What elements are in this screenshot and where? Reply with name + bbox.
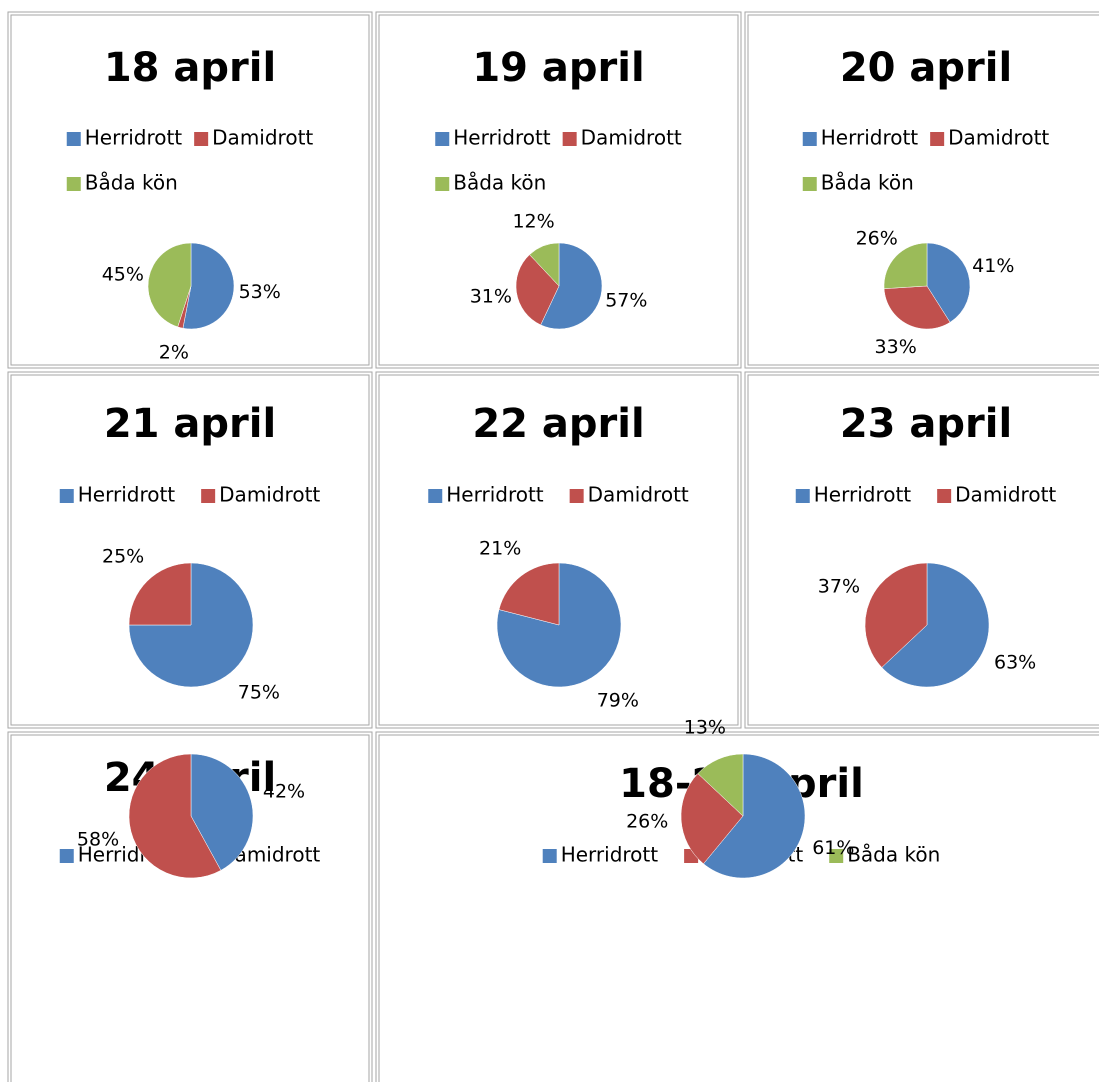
cell-border xyxy=(7,11,373,369)
legend-marker xyxy=(930,132,945,146)
legend-label: Herridrott xyxy=(821,126,919,150)
data-label: 2% xyxy=(159,341,189,363)
cell-border-inner xyxy=(747,374,1099,726)
legend-label: Herridrott xyxy=(78,483,176,507)
legend-label: Damidrott xyxy=(955,483,1056,507)
legend-marker xyxy=(542,849,557,863)
pie-slice xyxy=(883,285,951,330)
legend-label: Båda kön xyxy=(821,171,914,195)
data-label: 13% xyxy=(684,716,726,738)
cell-border-inner xyxy=(747,14,1099,366)
cell-border-inner xyxy=(378,374,739,726)
legend-label: Herridrott xyxy=(814,483,912,507)
pie-slice xyxy=(498,562,560,626)
cell-border xyxy=(375,11,742,369)
legend-label: Båda kön xyxy=(453,171,546,195)
data-label: 33% xyxy=(875,336,917,358)
legend-marker xyxy=(562,132,577,146)
data-label: 57% xyxy=(605,290,647,312)
pie-slice xyxy=(147,242,192,328)
legend-label: Damidrott xyxy=(948,126,1049,150)
pie-slice xyxy=(697,753,744,817)
legend-label: Båda kön xyxy=(847,843,940,867)
cell-border xyxy=(375,371,742,729)
legend-marker xyxy=(428,489,443,503)
legend-marker xyxy=(795,489,810,503)
pie-slice xyxy=(703,753,806,879)
chart-title: 20 april xyxy=(840,45,1012,91)
legend-label: Herridrott xyxy=(453,126,551,150)
legend-label: Herridrott xyxy=(561,843,659,867)
legend-marker xyxy=(802,132,817,146)
legend-marker xyxy=(435,132,450,146)
pie-slice xyxy=(540,242,603,330)
pie-slice xyxy=(881,562,990,688)
legend-marker xyxy=(59,489,74,503)
legend-label: Herridrott xyxy=(85,126,183,150)
pie-slice xyxy=(883,242,928,289)
data-label: 58% xyxy=(77,828,119,850)
legend-label: Herridrott xyxy=(446,483,544,507)
legend-label: Båda kön xyxy=(85,171,178,195)
pie-slice xyxy=(128,753,222,879)
pie-slice xyxy=(680,773,744,865)
pie-slice xyxy=(864,562,928,668)
legend-marker xyxy=(194,132,209,146)
cell-border-inner xyxy=(10,734,370,1082)
data-label: 45% xyxy=(102,264,144,286)
legend-marker xyxy=(59,849,74,863)
cell-border-inner xyxy=(378,734,1099,1082)
data-label: 63% xyxy=(994,652,1036,674)
data-label: 41% xyxy=(972,255,1014,277)
cell-border xyxy=(7,371,373,729)
cell-border-inner xyxy=(10,14,370,366)
pie-slice xyxy=(128,562,192,626)
legend-marker xyxy=(66,177,81,191)
data-label: 25% xyxy=(102,546,144,568)
cell-border xyxy=(744,371,1099,729)
cell-border xyxy=(744,11,1099,369)
data-label: 53% xyxy=(239,281,281,303)
legend-marker xyxy=(937,489,952,503)
data-label: 42% xyxy=(263,781,305,803)
chart-title: 23 april xyxy=(840,401,1012,447)
data-label: 26% xyxy=(626,811,668,833)
legend-marker xyxy=(802,177,817,191)
legend-marker xyxy=(66,132,81,146)
chart-title: 22 april xyxy=(472,401,644,447)
legend-label: Damidrott xyxy=(581,126,682,150)
chart-title: 18 april xyxy=(104,45,276,91)
data-label: 79% xyxy=(597,689,639,711)
legend-label: Damidrott xyxy=(219,483,320,507)
legend-marker xyxy=(435,177,450,191)
chart-title: 19 april xyxy=(472,45,644,91)
data-label: 12% xyxy=(512,210,554,232)
cell-border xyxy=(375,731,1099,1082)
data-label: 75% xyxy=(238,681,280,703)
data-label: 21% xyxy=(479,538,521,560)
pie-slice xyxy=(529,242,560,287)
legend-marker xyxy=(201,489,216,503)
data-label: 31% xyxy=(470,285,512,307)
legend-label: Damidrott xyxy=(212,126,313,150)
chart-title: 21 april xyxy=(104,401,276,447)
pie-slice xyxy=(190,753,254,871)
pie-slice xyxy=(182,242,235,330)
cell-border-inner xyxy=(10,374,370,726)
legend-label: Damidrott xyxy=(588,483,689,507)
data-label: 26% xyxy=(856,227,898,249)
cell-border-inner xyxy=(378,14,739,366)
data-label: 61% xyxy=(812,837,854,859)
data-label: 37% xyxy=(818,575,860,597)
legend-marker xyxy=(569,489,584,503)
legend-marker xyxy=(829,849,844,863)
cell-border xyxy=(7,731,373,1082)
pie-slice xyxy=(515,254,560,326)
